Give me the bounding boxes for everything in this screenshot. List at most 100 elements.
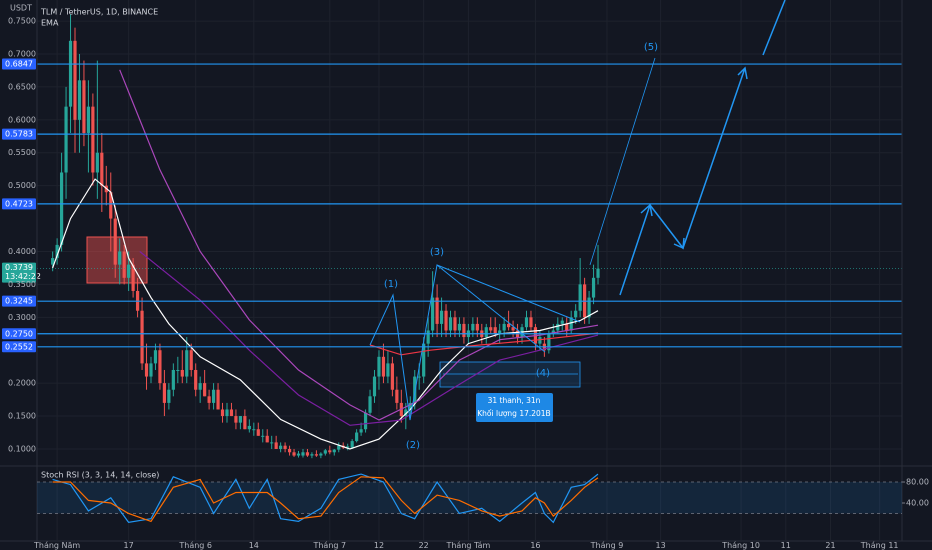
candle-body — [328, 450, 332, 453]
candle-body — [431, 297, 435, 331]
candle-body — [377, 356, 381, 377]
candle-body — [502, 323, 506, 331]
candle-body — [426, 330, 430, 344]
indicator-label: EMA — [41, 19, 59, 28]
x-tick-label: 13 — [656, 541, 666, 550]
candle-body — [484, 327, 488, 338]
y-tick-label: 0.3000 — [8, 313, 36, 322]
level-tag — [2, 198, 36, 210]
candle-body — [180, 369, 184, 377]
level-tag — [2, 58, 36, 70]
candle-body — [77, 80, 82, 120]
info-text: Khối lượng 17.201B — [477, 409, 550, 418]
candle-body — [489, 327, 493, 331]
candle-body — [140, 310, 144, 364]
candle-body — [319, 453, 323, 456]
candle-body — [413, 376, 417, 403]
candle-body — [314, 454, 318, 456]
candle-body — [507, 323, 511, 328]
x-tick-label: Tháng 10 — [721, 541, 760, 550]
x-tick-label: 17 — [124, 541, 134, 550]
x-tick-label: 21 — [825, 541, 835, 550]
candle-body — [556, 323, 560, 331]
projection-path — [619, 67, 746, 296]
candle-body — [176, 369, 180, 371]
y-tick-label: 0.1000 — [8, 444, 36, 453]
candle-body — [511, 327, 515, 331]
indicator-line — [369, 332, 599, 356]
candle-body — [216, 389, 220, 410]
candle-body — [198, 383, 202, 390]
candle-body — [109, 192, 113, 219]
candle-body — [234, 416, 238, 423]
candle-body — [538, 337, 542, 344]
arrow-head — [640, 203, 653, 217]
stoch-tick-label: 40.00 — [906, 499, 929, 508]
candle-body — [207, 396, 211, 403]
candle-body — [171, 369, 175, 390]
candle-body — [529, 317, 533, 328]
candle-body — [113, 218, 117, 265]
x-tick-label: Tháng 11 — [860, 541, 899, 550]
stoch-band — [37, 482, 902, 514]
candle-body — [82, 80, 86, 133]
x-tick-label: 14 — [249, 541, 259, 550]
candle-body — [404, 409, 408, 417]
candle-body — [158, 350, 162, 384]
level-label: 0.2750 — [5, 329, 33, 338]
candle-body — [359, 429, 363, 433]
y-tick-label: 0.7000 — [8, 49, 36, 58]
candle-body — [323, 450, 327, 454]
candle-body — [565, 323, 569, 331]
candle-body — [279, 445, 283, 449]
candle-body — [435, 297, 439, 324]
candle-body — [493, 327, 497, 334]
wave-lines — [369, 264, 546, 421]
candle-body — [462, 323, 466, 338]
candle-body — [547, 333, 551, 351]
candle-body — [453, 317, 457, 331]
arrow-head — [673, 237, 685, 250]
candle-body — [596, 268, 600, 278]
candle-body — [256, 429, 260, 436]
candle-body — [274, 442, 278, 449]
candle-body — [225, 409, 229, 417]
candle-body — [73, 40, 77, 120]
candle-body — [524, 317, 529, 328]
trend-line — [436, 264, 581, 323]
candle-body — [68, 40, 73, 107]
projection-path — [762, 0, 786, 56]
candle-body — [337, 445, 341, 450]
levels: 0.6847 0.5783 0.4723 0.3245 0.2750 0.2552 0.37… — [2, 58, 902, 353]
stoch-panel: 80.00 40.00 — [37, 473, 929, 524]
wave-label: (3) — [430, 247, 444, 258]
level-tag — [2, 295, 36, 307]
candle-body — [368, 396, 372, 413]
projection-line — [589, 57, 656, 266]
x-tick-label: Tháng 9 — [590, 541, 624, 550]
stoch-tick-label: 80.00 — [906, 478, 929, 487]
candle-body — [363, 412, 368, 430]
candle-body — [422, 343, 426, 377]
candle-body — [194, 369, 198, 390]
candle-body — [417, 376, 421, 378]
candle-body — [390, 363, 394, 390]
candle-body — [185, 350, 189, 377]
wave-label: (1) — [384, 279, 398, 290]
candle-body — [346, 446, 350, 448]
indicator-line — [139, 251, 599, 426]
candle-body — [55, 244, 59, 259]
candle-body — [457, 323, 462, 331]
arrow-head — [737, 66, 748, 80]
candle-body — [91, 106, 95, 173]
candle-body — [118, 251, 122, 265]
candle-body — [144, 363, 149, 377]
y-tick-label: 0.6500 — [8, 82, 36, 91]
y-tick-label: 0.5500 — [8, 148, 36, 157]
candle-body — [350, 441, 354, 448]
candle-body — [310, 454, 314, 456]
axis-labels: 0.7500 0.7000 0.6500 0.6000 0.5500 0.5000 0.40… — [8, 17, 899, 550]
candle-body — [247, 425, 251, 430]
ema-lines — [52, 69, 599, 450]
